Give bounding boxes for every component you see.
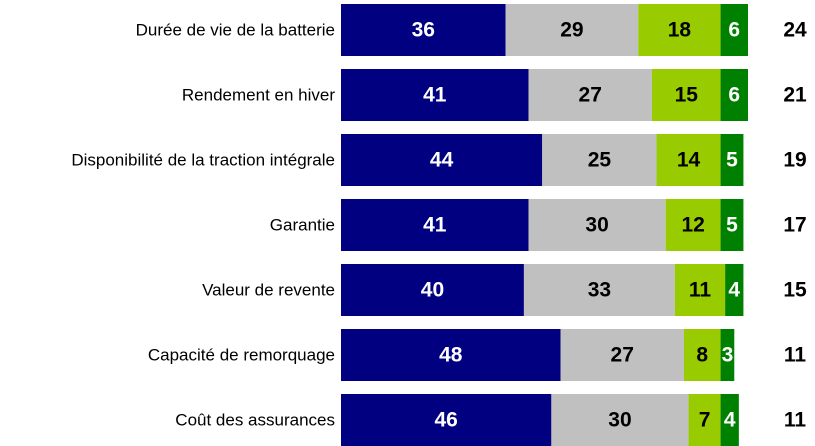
value-label: 11: [689, 279, 712, 302]
value-label: 18: [668, 19, 692, 42]
total-label: 19: [783, 149, 806, 172]
value-label: 3: [722, 344, 734, 367]
bar-segment: [528, 199, 666, 251]
value-label: 41: [423, 214, 447, 237]
bar-segment: [505, 4, 639, 56]
bar-segment: [688, 394, 721, 446]
bar-segment: [720, 4, 748, 56]
bar-segment: [341, 199, 529, 251]
category-label: Disponibilité de la traction intégrale: [71, 151, 335, 170]
category-label: Coût des assurances: [175, 411, 335, 430]
bar-segment: [665, 199, 721, 251]
value-label: 29: [560, 19, 583, 42]
category-label: Capacité de remorquage: [148, 346, 335, 365]
bar-segment: [341, 69, 529, 121]
value-label: 6: [728, 84, 740, 107]
value-label: 8: [696, 344, 708, 367]
value-label: 4: [728, 279, 740, 302]
value-label: 4: [724, 409, 736, 432]
bar-segment: [523, 264, 675, 316]
bar-segment: [341, 264, 524, 316]
bar-segment: [341, 329, 561, 381]
value-label: 14: [677, 149, 701, 172]
bar-segment: [656, 134, 721, 186]
bar-segment: [528, 69, 652, 121]
category-label: Rendement en hiver: [182, 86, 335, 105]
total-label: 21: [783, 84, 807, 107]
bar-segment: [720, 199, 744, 251]
bar-segment: [560, 329, 684, 381]
bar-segment: [341, 4, 506, 56]
value-label: 48: [439, 344, 463, 367]
bar-segment: [720, 329, 735, 381]
category-label: Valeur de revente: [202, 281, 335, 300]
value-label: 40: [421, 279, 444, 302]
bar-segment: [683, 329, 721, 381]
bar-segment: [720, 134, 744, 186]
value-label: 15: [675, 84, 699, 107]
bar-segment: [551, 394, 689, 446]
value-label: 6: [728, 19, 740, 42]
total-label: 15: [783, 279, 807, 302]
value-label: 36: [412, 19, 435, 42]
value-label: 12: [681, 214, 704, 237]
value-label: 27: [579, 84, 602, 107]
value-label: 7: [699, 409, 711, 432]
category-label: Durée de vie de la batterie: [136, 21, 335, 40]
value-label: 44: [430, 149, 454, 172]
value-label: 5: [726, 149, 738, 172]
total-label: 11: [784, 344, 807, 367]
bar-segment: [674, 264, 726, 316]
value-label: 46: [435, 409, 458, 432]
value-label: 41: [423, 84, 447, 107]
value-label: 27: [611, 344, 634, 367]
total-label: 11: [784, 409, 807, 432]
value-label: 25: [588, 149, 612, 172]
bar-segment: [720, 394, 739, 446]
bar-segment: [638, 4, 721, 56]
value-label: 33: [588, 279, 611, 302]
total-label: 17: [783, 214, 806, 237]
value-label: 5: [726, 214, 738, 237]
bar-segment: [651, 69, 721, 121]
value-label: 30: [608, 409, 631, 432]
category-label: Garantie: [270, 216, 335, 235]
bar-segment: [341, 394, 552, 446]
value-label: 30: [585, 214, 608, 237]
bar-segment: [542, 134, 657, 186]
bar-segment: [341, 134, 543, 186]
bar-segment: [725, 264, 744, 316]
total-label: 24: [783, 19, 807, 42]
bar-segment: [720, 69, 748, 121]
